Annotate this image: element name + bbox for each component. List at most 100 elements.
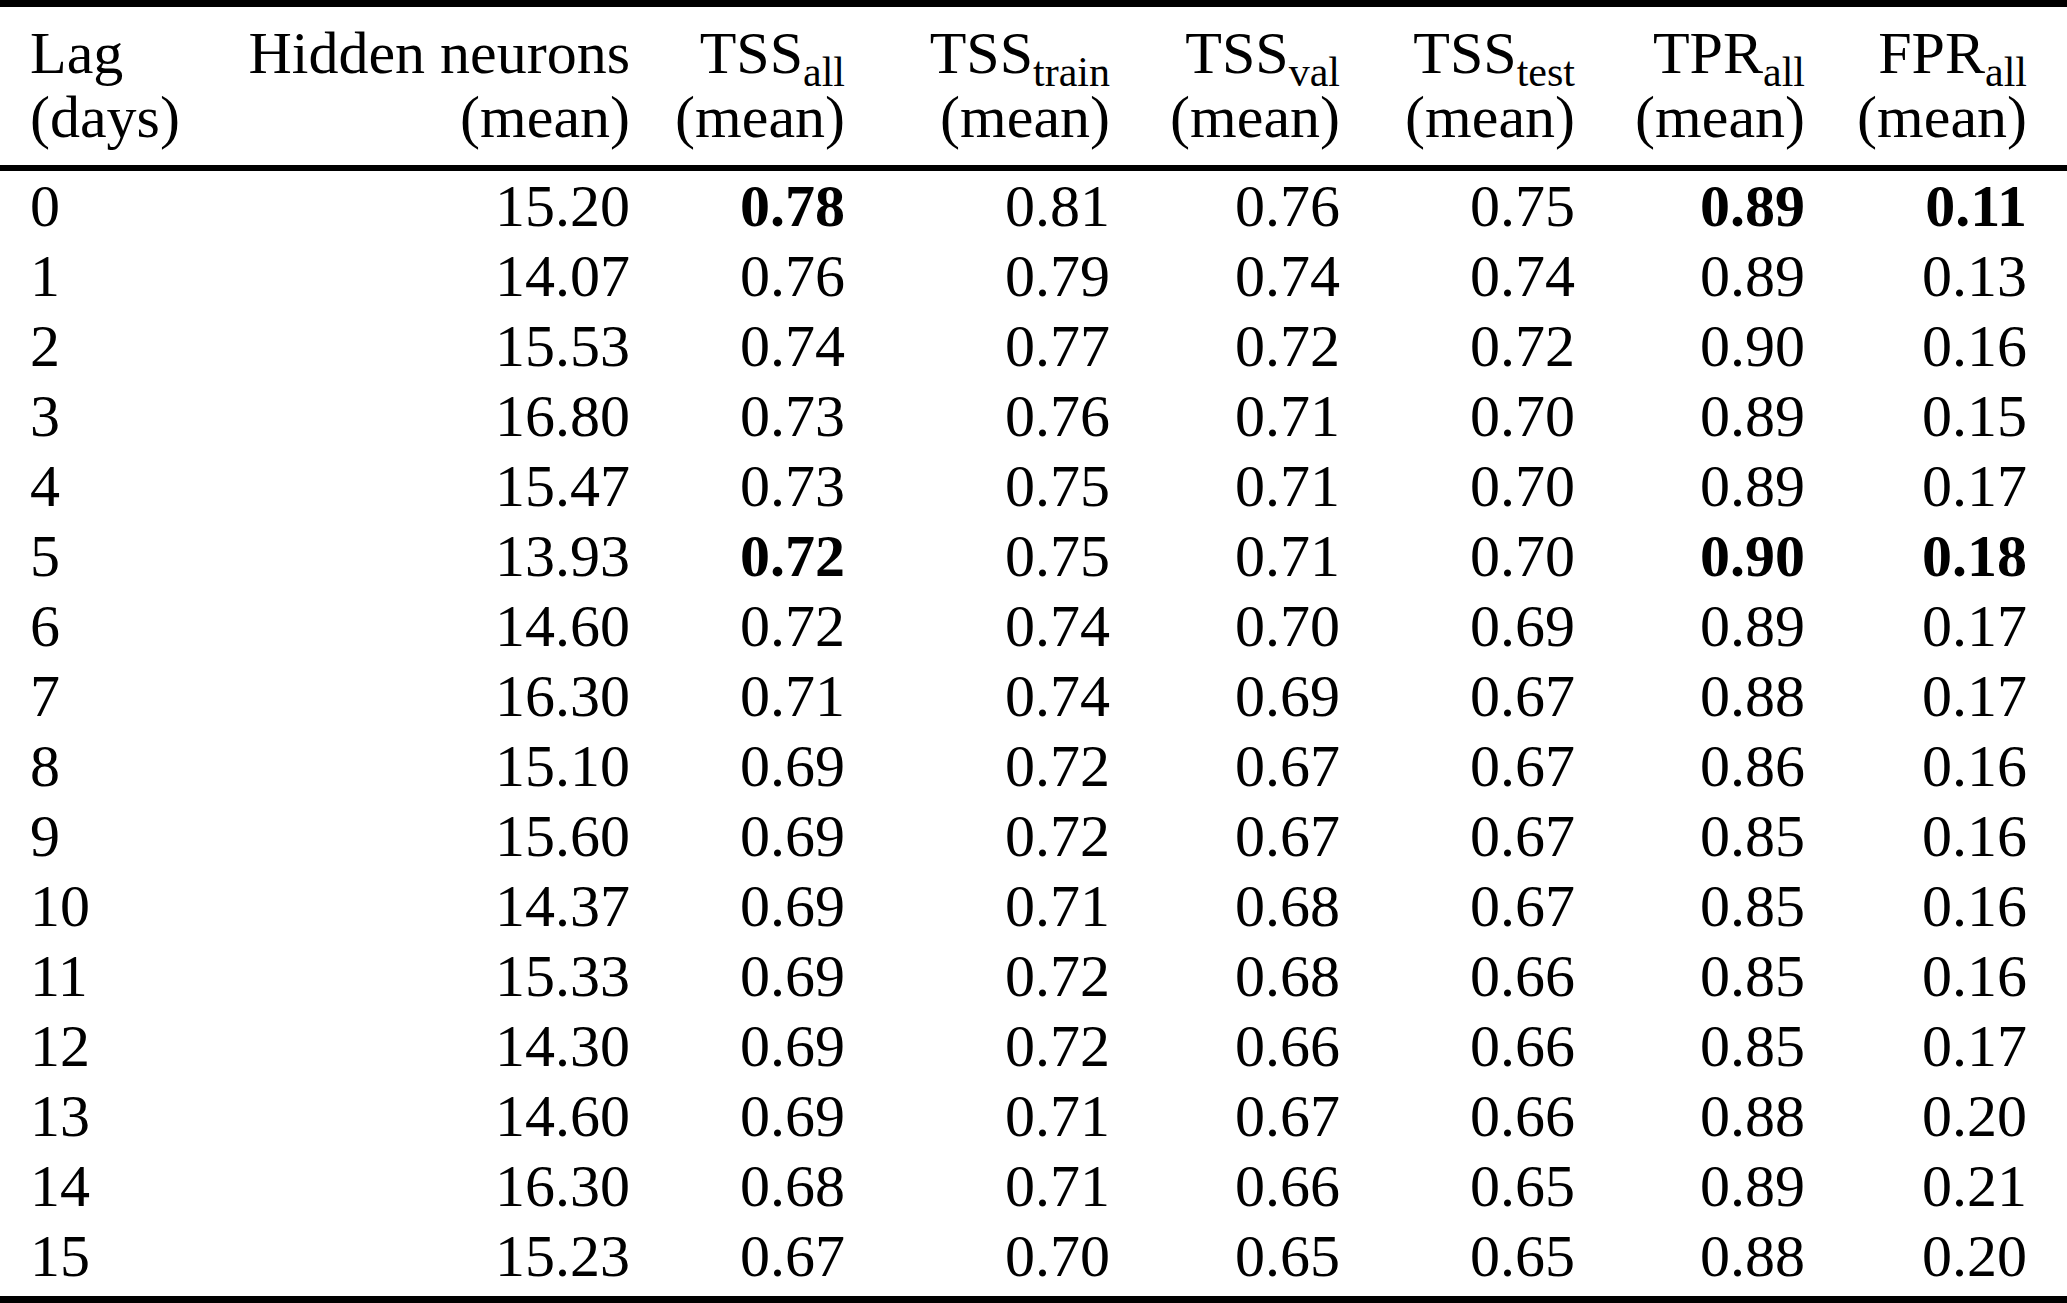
- table-cell: 0.17: [1805, 591, 2027, 661]
- column-unit: (days): [30, 85, 190, 149]
- table-cell: 0.79: [845, 241, 1110, 311]
- table-cell: 0.76: [845, 381, 1110, 451]
- table-cell: 0.72: [845, 941, 1110, 1011]
- table-cell: 15.33: [190, 941, 630, 1011]
- table-cell: 0.71: [845, 1151, 1110, 1221]
- table-cell: 0.69: [630, 941, 845, 1011]
- table-cell: 0.71: [845, 1081, 1110, 1151]
- table-cell: 0.76: [1110, 168, 1340, 241]
- row-spacer: [2027, 311, 2067, 381]
- table-row: 015.200.780.810.760.750.890.11: [0, 168, 2067, 241]
- table-cell: 0.13: [1805, 241, 2027, 311]
- table-header: Lag(days)Hidden neurons(mean)TSSall(mean…: [0, 4, 2067, 169]
- table-cell: 0.68: [1110, 871, 1340, 941]
- table-row: 1515.230.670.700.650.650.880.20: [0, 1221, 2067, 1300]
- table-cell: 0.88: [1575, 1221, 1805, 1300]
- table-row: 114.070.760.790.740.740.890.13: [0, 241, 2067, 311]
- table-cell: 14.30: [190, 1011, 630, 1081]
- row-spacer: [2027, 1011, 2067, 1081]
- table-cell: 0.74: [1110, 241, 1340, 311]
- table-cell: 0.70: [1340, 451, 1575, 521]
- table-cell: 0.72: [845, 1011, 1110, 1081]
- table-cell: 0.65: [1110, 1221, 1340, 1300]
- table-cell: 0.71: [845, 871, 1110, 941]
- column-unit: (mean): [1805, 85, 2027, 149]
- table-cell: 0.67: [1340, 731, 1575, 801]
- table-cell: 8: [0, 731, 190, 801]
- table-row: 1214.300.690.720.660.660.850.17: [0, 1011, 2067, 1081]
- table-cell: 0.16: [1805, 871, 2027, 941]
- table-cell: 0.75: [1340, 168, 1575, 241]
- table-row: 915.600.690.720.670.670.850.16: [0, 801, 2067, 871]
- column-unit: (mean): [190, 85, 630, 149]
- table-cell: 3: [0, 381, 190, 451]
- table-cell: 0.85: [1575, 941, 1805, 1011]
- table-cell: 14: [0, 1151, 190, 1221]
- table-cell: 0.89: [1575, 241, 1805, 311]
- table-cell: 0.66: [1340, 1011, 1575, 1081]
- table-cell: 0.85: [1575, 801, 1805, 871]
- column-header: Lag(days): [0, 4, 190, 169]
- table-cell: 0.72: [845, 731, 1110, 801]
- table-cell: 0.69: [1340, 591, 1575, 661]
- table-cell: 0.68: [1110, 941, 1340, 1011]
- table-row: 1014.370.690.710.680.670.850.16: [0, 871, 2067, 941]
- header-row: Lag(days)Hidden neurons(mean)TSSall(mean…: [0, 4, 2067, 169]
- table-cell: 0.69: [630, 731, 845, 801]
- table-cell: 15.60: [190, 801, 630, 871]
- table-cell: 0.11: [1805, 168, 2027, 241]
- column-label: TSS: [700, 20, 803, 86]
- table-cell: 0.65: [1340, 1151, 1575, 1221]
- table-cell: 0.16: [1805, 731, 2027, 801]
- table-cell: 0.67: [1110, 731, 1340, 801]
- column-header: FPRall(mean): [1805, 4, 2027, 169]
- table-cell: 0.75: [845, 451, 1110, 521]
- column-unit: (mean): [1575, 85, 1805, 149]
- table-cell: 12: [0, 1011, 190, 1081]
- column-unit: (mean): [1340, 85, 1575, 149]
- table-cell: 0.70: [1340, 521, 1575, 591]
- table-row: 215.530.740.770.720.720.900.16: [0, 311, 2067, 381]
- table-cell: 0.71: [630, 661, 845, 731]
- row-spacer: [2027, 241, 2067, 311]
- column-label: TPR: [1653, 20, 1763, 86]
- column-label: Hidden neurons: [248, 20, 630, 86]
- table-cell: 0.71: [1110, 381, 1340, 451]
- table-cell: 15: [0, 1221, 190, 1300]
- table-cell: 0.68: [630, 1151, 845, 1221]
- table-row: 415.470.730.750.710.700.890.17: [0, 451, 2067, 521]
- column-header: Hidden neurons(mean): [190, 4, 630, 169]
- table-cell: 0.17: [1805, 451, 2027, 521]
- table-cell: 0.69: [630, 871, 845, 941]
- table-cell: 1: [0, 241, 190, 311]
- table-cell: 0.89: [1575, 591, 1805, 661]
- table-cell: 0.72: [1340, 311, 1575, 381]
- table-cell: 0.90: [1575, 521, 1805, 591]
- table-cell: 0.71: [1110, 521, 1340, 591]
- table-body: 015.200.780.810.760.750.890.11114.070.76…: [0, 168, 2067, 1300]
- table-cell: 15.20: [190, 168, 630, 241]
- table-cell: 0.71: [1110, 451, 1340, 521]
- table-cell: 0.85: [1575, 1011, 1805, 1081]
- table-cell: 0.66: [1110, 1011, 1340, 1081]
- table-cell: 0.85: [1575, 871, 1805, 941]
- table-cell: 0.16: [1805, 801, 2027, 871]
- row-spacer: [2027, 1151, 2067, 1221]
- table-cell: 0.21: [1805, 1151, 2027, 1221]
- table-cell: 14.37: [190, 871, 630, 941]
- table-cell: 0.16: [1805, 941, 2027, 1011]
- header-spacer: [2027, 4, 2067, 169]
- table-cell: 10: [0, 871, 190, 941]
- table-cell: 0.74: [1340, 241, 1575, 311]
- table-cell: 0.72: [630, 521, 845, 591]
- column-header: TSSall(mean): [630, 4, 845, 169]
- column-label: TSS: [1185, 20, 1288, 86]
- column-label: TSS: [930, 20, 1033, 86]
- column-unit: (mean): [845, 85, 1110, 149]
- column-unit: (mean): [630, 85, 845, 149]
- table-cell: 0.75: [845, 521, 1110, 591]
- table-cell: 0: [0, 168, 190, 241]
- table-cell: 0.18: [1805, 521, 2027, 591]
- results-table: Lag(days)Hidden neurons(mean)TSSall(mean…: [0, 0, 2067, 1303]
- row-spacer: [2027, 941, 2067, 1011]
